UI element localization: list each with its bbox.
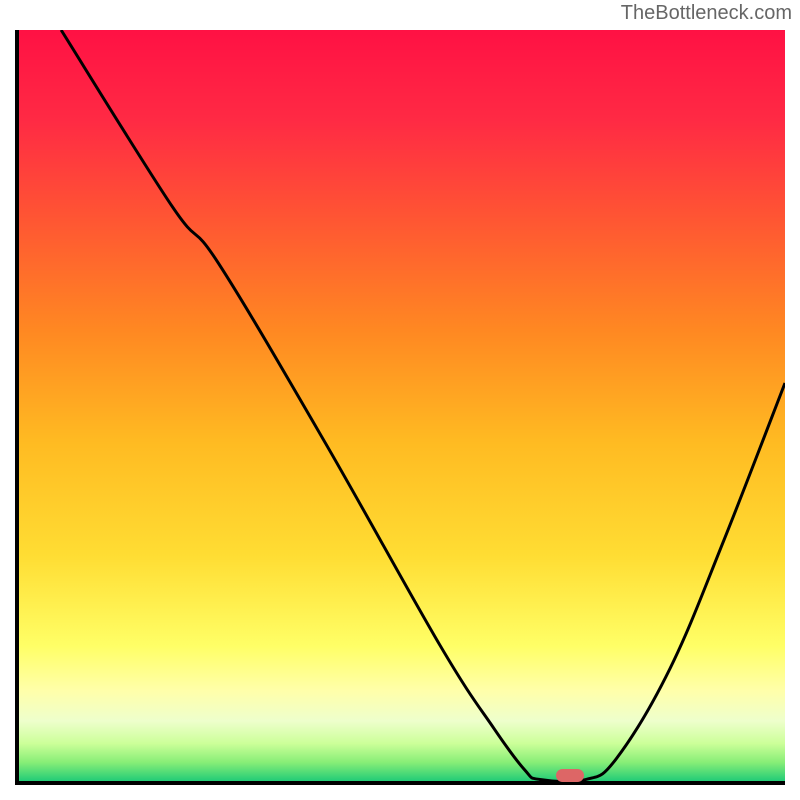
bottleneck-chart — [15, 30, 785, 785]
watermark-text: TheBottleneck.com — [621, 2, 792, 25]
performance-curve — [19, 30, 785, 781]
optimal-marker — [556, 769, 584, 782]
